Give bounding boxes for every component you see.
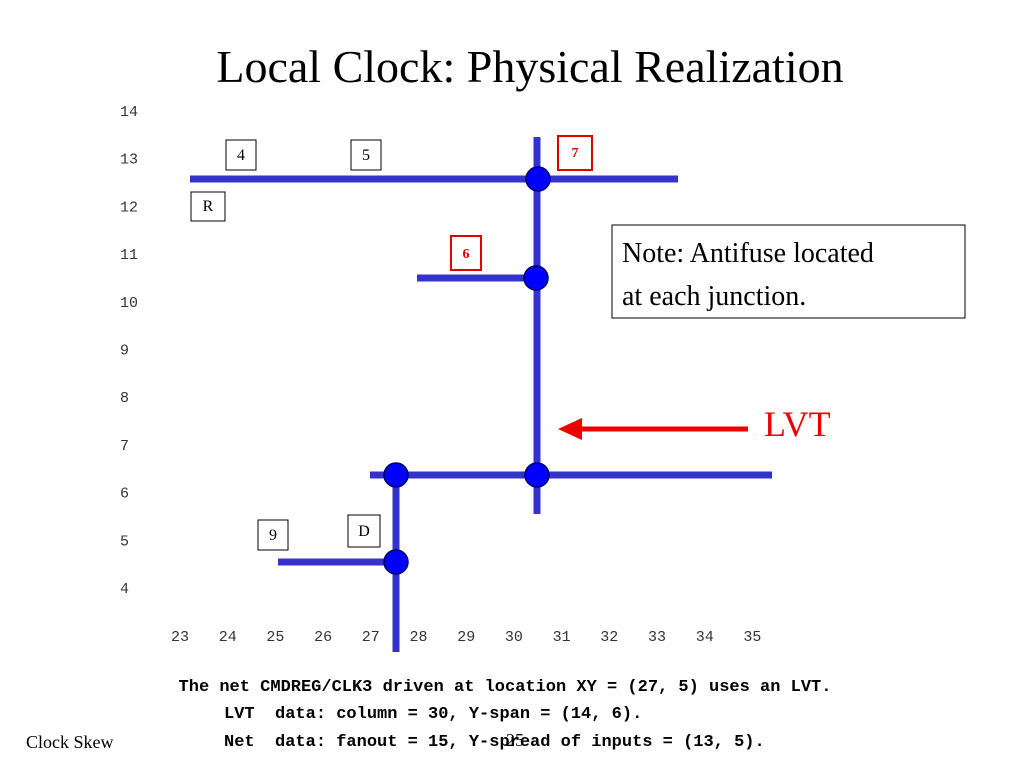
box-label: 5 <box>362 147 370 164</box>
x-coordinate: 24 <box>219 629 237 646</box>
note-text: Note: Antifuse located <box>622 238 874 269</box>
junction <box>383 549 409 575</box>
box <box>557 135 593 171</box>
x-coordinate: 28 <box>409 629 427 646</box>
junction <box>383 462 409 488</box>
note-text: at each junction. <box>622 281 806 312</box>
junction <box>523 265 549 291</box>
junctions <box>383 166 551 575</box>
junction <box>525 166 551 192</box>
box-label: R <box>203 198 214 215</box>
y-coordinate: 9 <box>120 343 129 360</box>
box-label: 4 <box>237 147 245 164</box>
caption: The net CMDREG/CLK3 driven at location X… <box>179 678 832 752</box>
y-coordinate: 10 <box>120 295 138 312</box>
y-coordinate: 11 <box>120 247 138 264</box>
x-coordinate: 31 <box>553 629 571 646</box>
caption-line: The net CMDREG/CLK3 driven at location X… <box>179 678 832 697</box>
caption-line: Net data: fanout = 15, Y-spread of input… <box>224 733 765 752</box>
x-coordinate: 34 <box>696 629 714 646</box>
title: Local Clock: Physical Realization <box>216 41 843 92</box>
box <box>347 514 381 548</box>
box <box>190 191 226 222</box>
boxes: 4 5 7 R 6 9 D <box>190 135 593 551</box>
y-coordinate: 13 <box>120 152 138 169</box>
box-label: 7 <box>572 146 579 161</box>
y-coordinate: 12 <box>120 199 138 216</box>
y-coordinate: 6 <box>120 486 129 503</box>
x-coordinate: 32 <box>600 629 618 646</box>
x-coordinate: 26 <box>314 629 332 646</box>
x-coordinate: 35 <box>743 629 761 646</box>
x-coordinate: 25 <box>266 629 284 646</box>
arrow-head <box>558 418 582 440</box>
box <box>350 139 382 171</box>
y-coordinate: 14 <box>120 104 138 121</box>
x-coordinate: 27 <box>362 629 380 646</box>
x-coordinate: 23 <box>171 629 189 646</box>
y-coordinate: 4 <box>120 581 129 598</box>
page-number: 25 <box>506 730 524 750</box>
x-coordinate: 33 <box>648 629 666 646</box>
box <box>450 235 482 271</box>
y-coordinate: 8 <box>120 390 129 407</box>
box <box>225 139 257 171</box>
x-coordinate: 30 <box>505 629 523 646</box>
note-box <box>611 224 966 319</box>
coordinates: 14 13 12 11 10 9 8 7 6 5 4 23 24 25 26 27 28 29 30 31 32 33 34… <box>120 104 761 646</box>
box <box>257 519 289 551</box>
box-label: D <box>358 523 370 540</box>
box-label: 9 <box>269 527 277 544</box>
y-coordinate: 5 <box>120 533 129 550</box>
footer: Clock Skew <box>26 732 114 752</box>
y-coordinate: 7 <box>120 438 129 455</box>
box-label: 6 <box>463 247 470 262</box>
junction <box>524 462 550 488</box>
wires <box>190 137 772 652</box>
x-coordinate: 29 <box>457 629 475 646</box>
caption-line: LVT data: column = 30, Y-span = (14, 6). <box>224 705 642 724</box>
lvt-label: LVT <box>764 404 831 444</box>
